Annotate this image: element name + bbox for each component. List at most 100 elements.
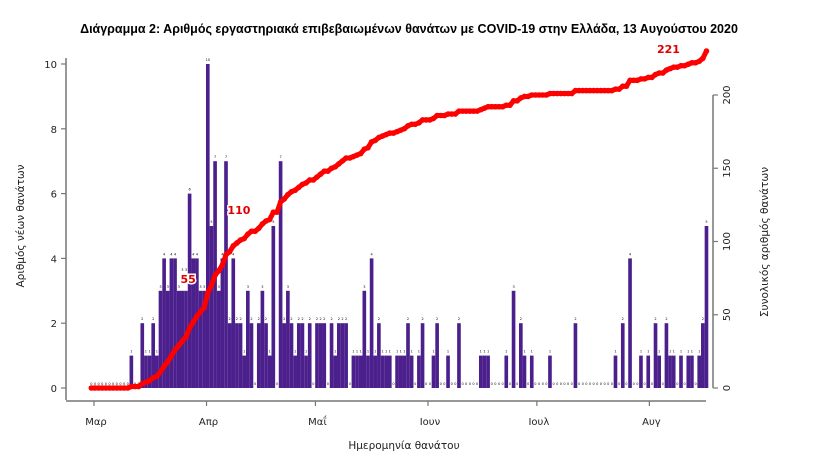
cumulative-point [157, 369, 164, 375]
bar [155, 355, 159, 388]
bar-value-label: 2 [378, 317, 380, 321]
bar-value-label: 1 [447, 350, 449, 354]
bar-value-label: 2 [338, 317, 340, 321]
bar [293, 355, 297, 388]
bar-value-label: 0 [651, 382, 653, 386]
bar [278, 161, 283, 388]
bar-value-label: 4 [192, 252, 195, 256]
cumulative-point [194, 313, 200, 320]
bar-value-label: 0 [101, 382, 103, 386]
bar-value-label: 0 [571, 382, 573, 386]
bar [333, 355, 338, 388]
cumulative-point [700, 55, 706, 62]
bar-value-label: 3 [363, 285, 365, 289]
bar-value-label: 2 [520, 317, 522, 321]
bar [176, 290, 181, 388]
bar-value-label: 1 [698, 350, 700, 354]
bar-value-label: 0 [454, 382, 456, 386]
right-axis-title: Συνολικός αριθμός θανάτων [759, 167, 771, 317]
bar-value-label: 0 [425, 382, 427, 386]
cumulative-point [186, 325, 193, 331]
bar-value-label: 0 [392, 382, 394, 386]
bar [195, 258, 199, 388]
bar [522, 355, 527, 388]
bar [235, 323, 239, 388]
bar-value-label: 2 [330, 317, 332, 321]
bar-value-label: 2 [141, 317, 143, 321]
bar-value-label: 1 [130, 350, 132, 354]
bar-value-label: 1 [614, 350, 616, 354]
bar-value-label: 3 [203, 285, 205, 289]
left-axis-title: Αριθμός νέων θανάτων [15, 164, 27, 287]
bar [358, 355, 363, 388]
bar-value-label: 0 [116, 382, 118, 386]
bar-value-label: 1 [531, 350, 533, 354]
bar-value-label: 1 [356, 350, 358, 354]
bar [256, 323, 261, 388]
bar [362, 290, 367, 388]
bar-value-label: 2 [436, 317, 438, 321]
left-axis-tick-label: 8 [51, 125, 57, 136]
bar [242, 355, 247, 388]
bar-value-label: 1 [334, 350, 336, 354]
bar-value-label: 7 [214, 155, 216, 159]
bar-value-label: 2 [229, 317, 231, 321]
bar-value-label: 4 [174, 252, 177, 256]
bar [260, 290, 265, 388]
cumulative-point [215, 268, 222, 274]
bar-value-label: 3 [261, 285, 263, 289]
bars-group [129, 64, 709, 388]
bar-value-label: 0 [516, 382, 518, 386]
bar-value-label: 3 [167, 285, 169, 289]
bar [198, 290, 203, 388]
bar-value-label: 2 [407, 317, 409, 321]
bar [165, 290, 170, 388]
bar-value-label: 1 [389, 350, 391, 354]
left-axis-tick-label: 2 [51, 319, 57, 330]
bar [653, 323, 658, 388]
bar-value-label: 1 [294, 350, 296, 354]
bar [457, 323, 461, 388]
bar-value-label: 2 [236, 317, 238, 321]
chart-title: Διάγραμμα 2: Αριθμός εργαστηριακά επιβεβ… [80, 22, 738, 36]
bar [646, 355, 651, 388]
bar [620, 323, 625, 388]
bar [387, 355, 392, 388]
bar [144, 355, 148, 388]
bar [529, 355, 534, 388]
cumulative-point [161, 363, 167, 369]
bar-value-label: 4 [221, 252, 224, 256]
bar [435, 323, 439, 388]
bar [377, 323, 381, 388]
bar [628, 258, 632, 388]
bar [613, 355, 618, 388]
bar [322, 323, 327, 388]
bar-value-label: 0 [600, 382, 602, 386]
x-axis-tick-label: Ιουλ [528, 417, 549, 428]
bar-value-label: 1 [305, 350, 307, 354]
bar-value-label: 0 [119, 382, 121, 386]
right-axis-tick-label: 200 [722, 85, 733, 104]
bar [504, 355, 509, 388]
bar-value-label: 0 [461, 382, 463, 386]
bar-value-label: 2 [265, 317, 267, 321]
bar-value-label: 2 [665, 317, 667, 321]
bar-value-label: 1 [360, 350, 362, 354]
bar [380, 355, 385, 388]
bar-value-label: 0 [534, 382, 536, 386]
bar-value-label: 0 [593, 382, 595, 386]
bar-value-label: 0 [429, 382, 431, 386]
bar-value-label: 1 [691, 350, 693, 354]
left-axis-tick-label: 0 [51, 384, 57, 395]
bar [446, 355, 450, 388]
bar-value-label: 1 [549, 350, 551, 354]
bar-value-label: 1 [687, 350, 689, 354]
bar-value-label: 0 [585, 382, 587, 386]
cumulative-point [164, 358, 171, 365]
bar-value-label: 0 [589, 382, 591, 386]
bar [548, 355, 552, 388]
bar-value-label: 1 [487, 350, 489, 354]
bar [307, 323, 312, 388]
cumulative-point [154, 373, 160, 380]
bar-value-label: 1 [505, 350, 507, 354]
